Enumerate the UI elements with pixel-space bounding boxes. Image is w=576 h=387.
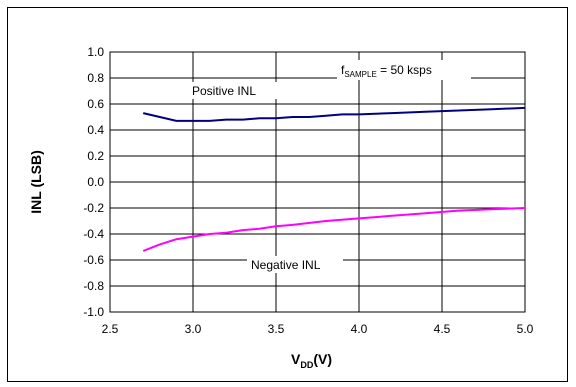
inl-chart: 1.0 0.8 0.6 0.4 0.2 0.0 -0.2 -0.4 -0.6 -0.8 -1.0 2.… [7, 7, 568, 382]
y-tick-label: -0.6 [83, 253, 104, 267]
annotation-suffix: = 50 ksps [377, 63, 432, 77]
plot-area [109, 51, 526, 313]
negative-inl-line [142, 207, 526, 252]
annotation-background [337, 60, 471, 80]
y-tick-label: -0.4 [83, 227, 104, 241]
chart-frame: 1.0 0.8 0.6 0.4 0.2 0.0 -0.2 -0.4 -0.6 -0.8 -1.0 2.… [7, 7, 568, 382]
series-label-background [188, 82, 284, 99]
x-tick-label: 5.0 [517, 322, 534, 336]
y-tick-label: 0.2 [87, 149, 104, 163]
y-tick-label: 0.4 [87, 123, 104, 137]
x-axis-label-sub: DD [300, 360, 313, 370]
y-axis-label: INL (LSB) [28, 150, 44, 214]
x-tick-label: 3.0 [185, 322, 202, 336]
negative-inl-label: Negative INL [251, 258, 321, 272]
annotation-main: f [341, 63, 345, 77]
x-tick-label: 3.5 [268, 322, 285, 336]
annotation-sub: SAMPLE [344, 70, 376, 79]
positive-inl-line [142, 106, 526, 122]
x-axis-label-suffix: (V) [313, 351, 332, 367]
series-label-background [247, 256, 343, 273]
positive-inl-label: Positive INL [192, 84, 256, 98]
x-axis-label-main: V [291, 351, 301, 367]
y-tick-label: -1.0 [83, 305, 104, 319]
y-tick-label: -0.2 [83, 201, 104, 215]
sample-rate-annotation: fSAMPLE = 50 ksps [341, 63, 432, 79]
y-tick-label: 0.6 [87, 97, 104, 111]
y-tick-label: 0.0 [87, 175, 104, 189]
x-tick-label: 4.0 [351, 322, 368, 336]
y-tick-label: -0.8 [83, 279, 104, 293]
y-tick-label: 0.8 [87, 71, 104, 85]
x-tick-label: 2.5 [102, 322, 119, 336]
y-tick-label: 1.0 [87, 45, 104, 59]
x-tick-label: 4.5 [434, 322, 451, 336]
chart-border [7, 7, 568, 382]
x-axis-label: VDD(V) [291, 351, 332, 370]
